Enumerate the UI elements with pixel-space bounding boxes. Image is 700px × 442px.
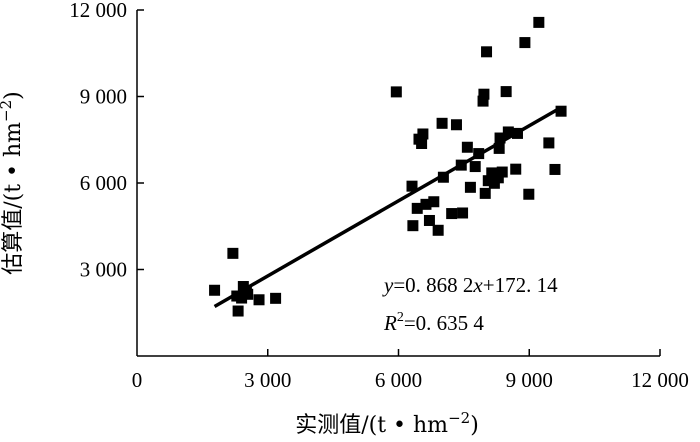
r-squared-label: R2=0. 635 4 bbox=[383, 310, 484, 335]
data-point bbox=[420, 198, 432, 210]
data-point bbox=[500, 86, 512, 98]
data-point bbox=[519, 37, 531, 49]
data-point bbox=[479, 187, 491, 199]
data-point bbox=[478, 88, 490, 100]
data-point bbox=[494, 132, 506, 144]
data-point bbox=[270, 292, 282, 304]
regression-line bbox=[213, 105, 562, 308]
data-point bbox=[423, 214, 435, 226]
data-point bbox=[555, 105, 567, 117]
data-point bbox=[477, 95, 489, 107]
x-axis-unit-exponent: −2 bbox=[448, 409, 470, 427]
r-squared-value: =0. 635 4 bbox=[404, 311, 485, 335]
y-axis-title: 估算值/(t • hm−2) bbox=[0, 91, 26, 275]
data-point bbox=[493, 142, 505, 154]
y-tick-label: 3 000 bbox=[80, 258, 127, 282]
data-point bbox=[492, 172, 504, 184]
data-point bbox=[461, 141, 473, 153]
data-point bbox=[209, 284, 221, 296]
data-point bbox=[407, 220, 419, 232]
data-point bbox=[533, 16, 545, 28]
y-axis-label: 估算值/(t • hm bbox=[1, 122, 26, 275]
x-axis-unit-close: ) bbox=[470, 413, 479, 438]
data-point bbox=[486, 167, 498, 179]
equation-coefficient: =0. 868 2 bbox=[393, 273, 473, 297]
y-axis-unit-exponent: −2 bbox=[0, 100, 15, 122]
data-point bbox=[232, 305, 244, 317]
data-point bbox=[242, 288, 254, 300]
y-axis-unit-close: ) bbox=[1, 91, 26, 100]
data-point bbox=[496, 166, 508, 178]
data-point bbox=[416, 137, 428, 149]
data-point bbox=[411, 202, 423, 214]
x-tick-label: 12 000 bbox=[631, 368, 689, 392]
x-axis-title: 实测值/(t • hm−2) bbox=[295, 409, 479, 438]
x-tick-label: 9 000 bbox=[506, 368, 553, 392]
data-point bbox=[428, 196, 440, 208]
data-point bbox=[469, 161, 481, 173]
data-point bbox=[464, 181, 476, 193]
r-squared-r: R bbox=[383, 311, 397, 335]
data-point bbox=[436, 117, 448, 129]
data-point bbox=[446, 208, 458, 220]
data-point bbox=[543, 137, 555, 149]
data-point bbox=[417, 128, 429, 140]
data-point bbox=[510, 163, 522, 175]
data-point bbox=[406, 180, 418, 192]
x-tick-label: 0 bbox=[132, 368, 143, 392]
data-point bbox=[437, 171, 449, 183]
data-point bbox=[457, 207, 469, 219]
x-tick-label: 3 000 bbox=[244, 368, 291, 392]
data-point bbox=[236, 292, 248, 304]
x-axis-label: 实测值/(t • hm bbox=[295, 413, 448, 438]
y-tick-label: 9 000 bbox=[80, 85, 127, 109]
y-tick-label: 6 000 bbox=[80, 171, 127, 195]
data-point bbox=[523, 188, 535, 200]
data-point bbox=[481, 46, 493, 58]
y-tick-label: 12 000 bbox=[69, 0, 127, 22]
data-point bbox=[482, 175, 494, 187]
x-tick-label: 6 000 bbox=[375, 368, 422, 392]
r-squared-sup: 2 bbox=[397, 310, 404, 325]
data-point bbox=[450, 119, 462, 131]
equation-y: y bbox=[382, 273, 394, 297]
regression-equation: y=0. 868 2x+172. 14 bbox=[382, 273, 558, 297]
data-point bbox=[549, 163, 561, 175]
equation-x: x bbox=[472, 273, 483, 297]
data-point bbox=[502, 126, 514, 138]
data-point bbox=[390, 86, 402, 98]
data-point bbox=[227, 247, 239, 259]
data-point bbox=[253, 294, 265, 306]
equation-intercept: +172. 14 bbox=[483, 273, 558, 297]
data-point bbox=[432, 224, 444, 236]
